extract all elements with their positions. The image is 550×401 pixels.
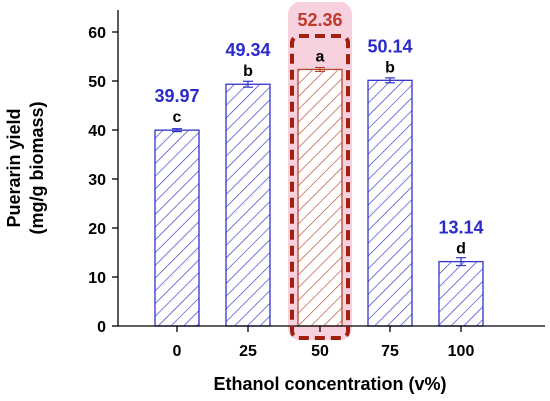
significance-letter: d [456, 241, 466, 258]
x-tick-label: 100 [448, 343, 475, 360]
data-label: 39.97 [154, 86, 199, 106]
data-label: 52.36 [297, 10, 342, 30]
y-tick-label: 10 [88, 270, 106, 287]
bar [297, 68, 343, 327]
data-label: 49.34 [225, 40, 270, 60]
bar [225, 83, 271, 327]
data-label: 50.14 [367, 36, 412, 56]
x-tick-label: 0 [173, 343, 182, 360]
bar [438, 260, 484, 327]
y-axis-title-line2: (mg/g biomass) [27, 101, 47, 234]
x-tick-label: 50 [311, 343, 329, 360]
bar [154, 129, 200, 327]
significance-letter: b [385, 59, 395, 76]
highlight-box [290, 34, 350, 340]
y-tick-label: 50 [88, 74, 106, 91]
y-tick-label: 30 [88, 172, 106, 189]
x-axis-title: Ethanol concentration (v%) [213, 374, 446, 394]
y-tick-label: 40 [88, 123, 106, 140]
y-axis-title-line1: Puerarin yield [4, 108, 24, 227]
y-tick-label: 20 [88, 221, 106, 238]
significance-letter: a [316, 48, 325, 65]
x-tick-label: 25 [239, 343, 257, 360]
significance-letter: b [243, 63, 253, 80]
x-tick-label: 75 [381, 343, 399, 360]
bar [367, 79, 413, 327]
data-label: 13.14 [438, 218, 483, 238]
y-tick-label: 0 [97, 319, 106, 336]
significance-letter: c [173, 109, 182, 126]
y-tick-label: 60 [88, 25, 106, 42]
